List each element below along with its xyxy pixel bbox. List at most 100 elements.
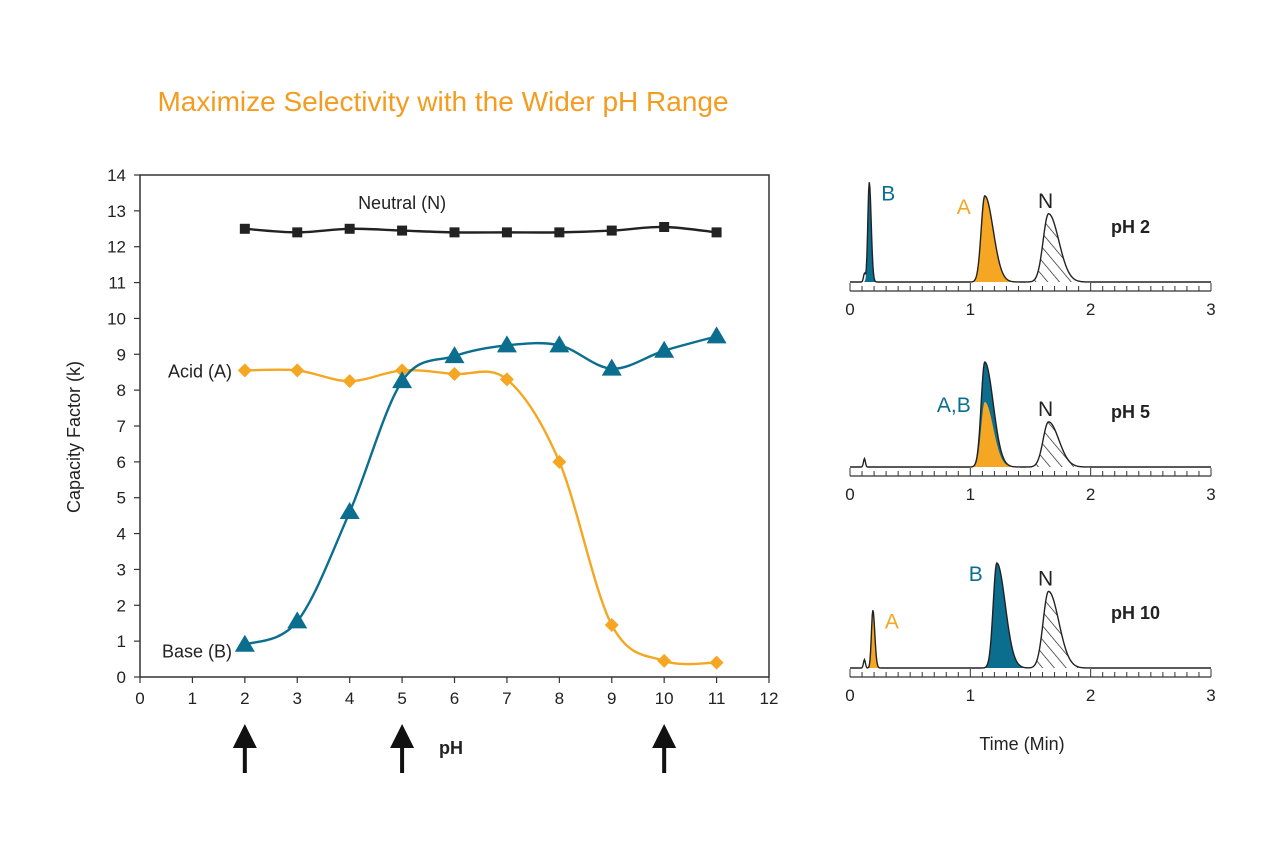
time-tick-label: 3 <box>1206 300 1215 319</box>
base-point <box>601 358 622 376</box>
peak-fill <box>863 182 877 282</box>
acid-point <box>342 374 357 389</box>
time-tick-label: 2 <box>1086 686 1095 705</box>
base-point <box>549 335 570 353</box>
acid-point <box>447 367 462 382</box>
time-tick-label: 1 <box>966 686 975 705</box>
acid-point <box>552 454 567 469</box>
acid-point <box>657 653 672 668</box>
chromatogram-trace <box>850 361 1211 468</box>
x-tick-label: 6 <box>450 689 459 708</box>
series-layer <box>234 221 727 670</box>
base-point <box>287 611 308 629</box>
peak-fill <box>1026 591 1090 668</box>
neutral-point <box>711 227 722 238</box>
peak-label: A <box>957 196 971 219</box>
time-tick-label: 0 <box>845 300 854 319</box>
x-tick-label: 4 <box>345 689 354 708</box>
base-point <box>496 335 517 353</box>
neutral-point <box>501 227 512 238</box>
peak-label: A <box>885 610 899 633</box>
neutral-point <box>449 227 460 238</box>
time-tick-label: 3 <box>1206 686 1215 705</box>
neutral-label: Neutral (N) <box>358 193 446 213</box>
peak-fill <box>1026 421 1090 467</box>
acid-label: Acid (A) <box>168 361 232 381</box>
time-tick-label: 0 <box>845 686 854 705</box>
neutral-point <box>397 225 408 236</box>
acid-series-line <box>244 368 717 666</box>
base-point <box>706 326 727 344</box>
time-tick-label: 3 <box>1206 485 1215 504</box>
time-tick-label: 1 <box>966 300 975 319</box>
x-tick-label: 10 <box>655 689 674 708</box>
acid-point <box>499 372 514 387</box>
peak-fill <box>867 610 881 668</box>
x-tick-label: 7 <box>502 689 511 708</box>
acid-point <box>290 363 305 378</box>
chromatogram-trace <box>850 562 1211 669</box>
y-tick-label: 0 <box>117 668 126 687</box>
figure-title: Maximize Selectivity with the Wider pH R… <box>157 86 728 117</box>
time-tick-label: 0 <box>845 485 854 504</box>
base-label: Base (B) <box>162 642 232 662</box>
y-tick-label: 13 <box>107 202 126 221</box>
y-tick-label: 2 <box>117 596 126 615</box>
x-tick-label: 9 <box>607 689 616 708</box>
base-point <box>339 502 360 520</box>
chromatogram-panel: 0 1 2 3 A B NpH 10 <box>845 562 1216 705</box>
panel-ph-label: pH 2 <box>1111 217 1150 237</box>
base-point <box>444 346 465 364</box>
peak-fill-acid <box>970 401 1019 467</box>
y-tick-label: 9 <box>117 345 126 364</box>
x-tick-label: 1 <box>188 689 197 708</box>
plot-frame <box>139 174 770 678</box>
x-tick-label: 3 <box>293 689 302 708</box>
y-tick-label: 14 <box>107 166 126 185</box>
base-point <box>654 340 675 358</box>
time-tick-label: 2 <box>1086 300 1095 319</box>
y-tick-label: 6 <box>117 453 126 472</box>
peak-label: N <box>1038 190 1053 213</box>
neutral-point <box>292 227 303 238</box>
series-labels: Neutral (N) Acid (A) Base (B) <box>162 193 446 662</box>
neutral-point <box>659 221 670 232</box>
y-tick-label: 4 <box>117 525 126 544</box>
time-tick-label: 1 <box>966 485 975 504</box>
chromatogram-panel: 0 1 2 3 B A NpH 2 <box>845 182 1216 319</box>
x-tick-label: 2 <box>240 689 249 708</box>
acid-point <box>237 363 252 378</box>
peak-fill <box>1026 213 1090 282</box>
x-tick-label: 11 <box>708 689 726 708</box>
peak-label: N <box>1038 567 1053 590</box>
base-point <box>234 634 255 652</box>
ph-arrow-head <box>390 724 415 748</box>
y-tick-label: 12 <box>107 238 126 257</box>
y-tick-label: 3 <box>117 560 126 579</box>
x-tick-label: 0 <box>135 689 144 708</box>
y-tick-label: 5 <box>117 489 126 508</box>
x-axis-label: pH <box>439 738 463 758</box>
ph-arrow-head <box>652 724 677 748</box>
neutral-point <box>606 225 617 236</box>
peak-label: B <box>881 182 895 205</box>
panel-ph-label: pH 10 <box>1111 603 1160 623</box>
time-tick-label: 2 <box>1086 485 1095 504</box>
x-tick-label: 8 <box>555 689 564 708</box>
y-tick-label: 1 <box>117 632 126 651</box>
y-tick-label: 8 <box>117 381 126 400</box>
y-tick-label: 10 <box>107 309 126 328</box>
neutral-point <box>344 223 355 234</box>
chromatogram-trace <box>850 182 1211 283</box>
y-tick-label: 7 <box>117 417 126 436</box>
base-point <box>392 371 413 389</box>
panel-ph-label: pH 5 <box>1111 402 1150 422</box>
acid-point <box>604 618 619 633</box>
peak-label: B <box>969 563 983 586</box>
neutral-series-line <box>244 225 717 234</box>
peak-label: N <box>1038 398 1053 421</box>
base-series-line <box>244 335 717 646</box>
